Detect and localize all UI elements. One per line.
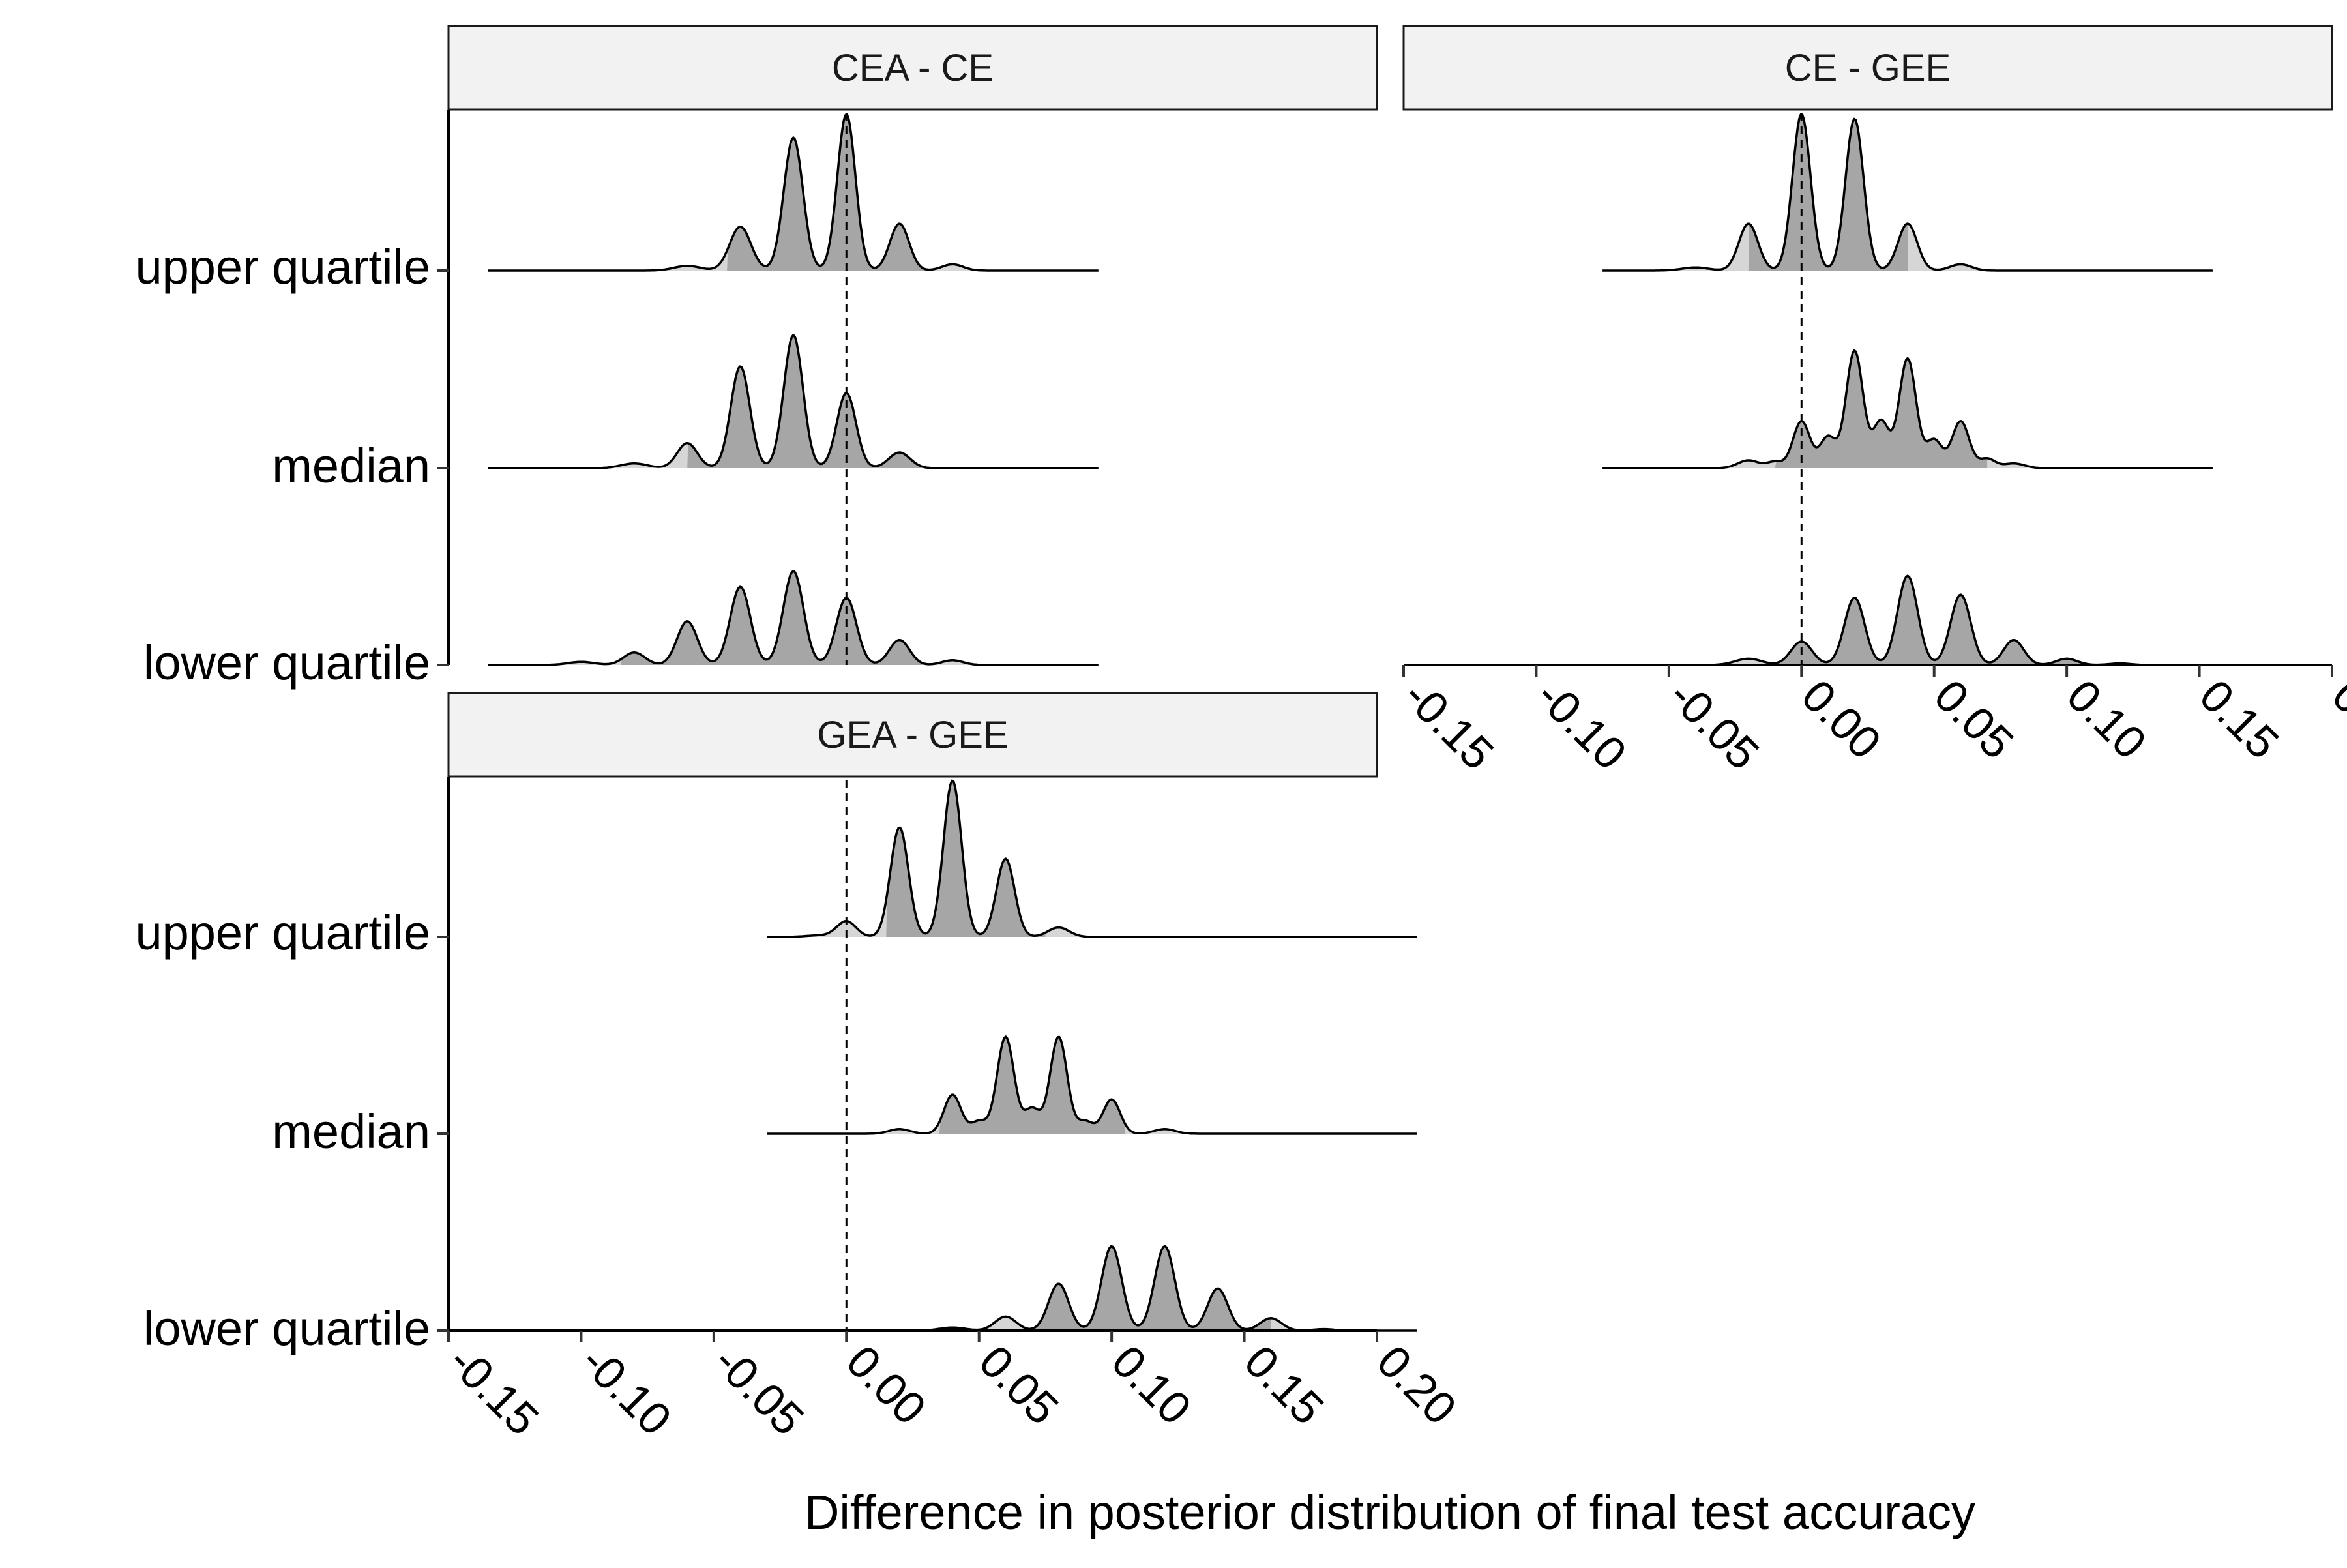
density-fill-interval — [939, 1037, 1125, 1134]
x-tick-label: -0.05 — [704, 1335, 814, 1445]
density-fill-interval — [1775, 576, 2107, 665]
panel-strip — [1402, 25, 2333, 111]
x-tick-label: 0.10 — [1102, 1335, 1201, 1434]
panel-strip — [447, 25, 1378, 111]
density-line-lower-quartile — [767, 1245, 1417, 1332]
density-line-upper-quartile — [488, 113, 1099, 272]
y-tick-label: median — [272, 1104, 430, 1159]
density-fill-interval — [1775, 350, 1988, 468]
x-tick-label: 0.05 — [969, 1335, 1068, 1434]
density-fill-interval — [886, 780, 1046, 937]
y-tick-label: median — [272, 439, 430, 493]
density-line-upper-quartile — [767, 779, 1417, 938]
y-tick-label: lower quartile — [143, 1301, 430, 1355]
panel-1: CEA - CE upper quartile median lower quarti… — [135, 25, 1378, 690]
panel-title: GEA - GEE — [817, 714, 1008, 756]
x-tick-label: 0.20 — [2322, 670, 2347, 768]
x-tick-label: -0.10 — [572, 1335, 681, 1445]
y-tick-label: upper quartile — [135, 240, 430, 294]
density-fill-interval — [621, 571, 926, 665]
x-tick-label: 0.00 — [837, 1335, 936, 1434]
density-fill-interval — [1748, 114, 1908, 271]
x-tick-label: -0.15 — [1394, 670, 1503, 779]
density-fill-interval — [1032, 1246, 1271, 1331]
x-tick-label: 0.00 — [1792, 670, 1891, 768]
panel-title: CE - GEE — [1785, 47, 1951, 89]
density-line-median — [767, 1035, 1417, 1135]
panel-title: CEA - CE — [832, 47, 994, 89]
x-tick-label: 0.10 — [2058, 670, 2156, 768]
density-fill-tail — [767, 780, 1417, 937]
panel-2: CE - GEE -0.15 -0.10 -0.05 0.00 0.05 0.10 0.15 0… — [1394, 25, 2347, 779]
x-tick-label: 0.05 — [1925, 670, 2023, 768]
density-line-upper-quartile — [1602, 113, 2213, 272]
density-line-lower-quartile — [488, 570, 1099, 666]
panel-3: GEA - GEE upper quartile median lower quart… — [135, 692, 1466, 1445]
x-tick-label: -0.10 — [1527, 670, 1636, 779]
y-tick-label: upper quartile — [135, 906, 430, 960]
y-tick-label: lower quartile — [143, 636, 430, 690]
x-tick-label: -0.05 — [1659, 670, 1769, 779]
x-tick-label: -0.15 — [439, 1335, 548, 1445]
density-fill-interval — [727, 114, 926, 271]
panel-strip — [447, 692, 1378, 778]
density-fill-interval — [687, 335, 926, 468]
density-line-median — [488, 334, 1099, 469]
density-fill-tail — [767, 1037, 1417, 1134]
x-tick-label: 0.15 — [1235, 1335, 1333, 1434]
density-line-median — [1602, 349, 2213, 469]
x-tick-label: 0.20 — [1367, 1335, 1466, 1434]
x-tick-label: 0.15 — [2190, 670, 2288, 768]
x-axis-title: Difference in posterior distribution of … — [804, 1485, 1975, 1539]
